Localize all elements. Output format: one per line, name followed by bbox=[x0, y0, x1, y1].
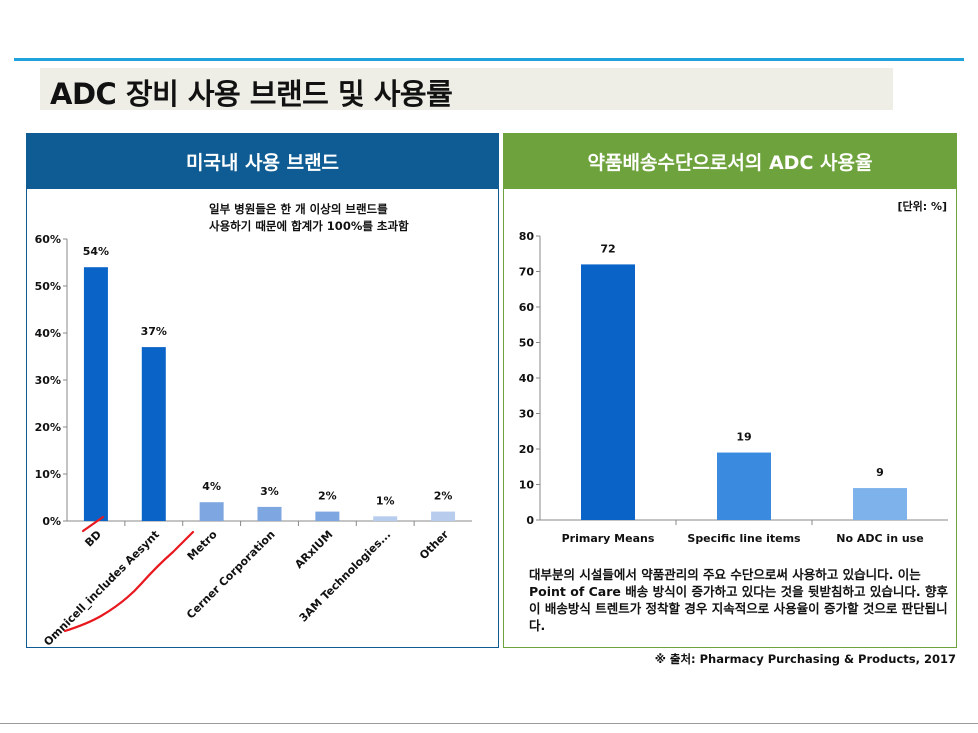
brand-bar-chart: 0% 10% 20% 30% 40% 50% 60% 54% BD 37% Omnicell_inc… bbox=[35, 233, 472, 649]
bar-value-label: 2% bbox=[318, 490, 337, 503]
bar bbox=[315, 511, 340, 521]
x-category-label: Primary Means bbox=[562, 532, 655, 545]
bar bbox=[83, 267, 108, 521]
bar bbox=[717, 452, 771, 520]
y-tick-label: 50 bbox=[519, 337, 535, 350]
y-tick-label: 20% bbox=[35, 421, 61, 434]
x-category-label: Other bbox=[417, 528, 452, 563]
unit-label: [단위: %] bbox=[897, 200, 947, 213]
y-tick-label: 0% bbox=[42, 515, 61, 528]
x-category-label: Metro bbox=[185, 528, 220, 563]
page-title: ADC 장비 사용 브랜드 및 사용률 bbox=[50, 77, 453, 111]
bar-value-label: 9 bbox=[876, 466, 884, 479]
y-tick-label: 70 bbox=[519, 266, 535, 279]
y-tick-label: 10% bbox=[35, 468, 61, 481]
chart-note-line1: 일부 병원들은 한 개 이상의 브랜드를 bbox=[209, 202, 388, 216]
x-category-label: Omnicell_includes Aesynt bbox=[41, 528, 162, 649]
bar bbox=[257, 506, 282, 521]
bar-value-label: 19 bbox=[736, 431, 751, 444]
bar-value-label: 3% bbox=[260, 485, 279, 498]
left-panel-header: 미국내 사용 브랜드 bbox=[27, 134, 498, 189]
x-category-label: Specific line items bbox=[687, 532, 801, 545]
x-category-label: BD bbox=[82, 528, 104, 550]
usage-bar-chart: 0 10 20 30 40 50 60 70 80 72 Primary Means 19 Specif… bbox=[519, 230, 948, 545]
bar-value-label: 2% bbox=[434, 490, 453, 503]
y-tick-label: 0 bbox=[526, 514, 534, 527]
bar-value-label: 72 bbox=[600, 242, 615, 255]
bar bbox=[431, 511, 456, 521]
source-citation: ※ 출처: Pharmacy Purchasing & Products, 20… bbox=[654, 652, 956, 666]
y-tick-label: 60 bbox=[519, 301, 535, 314]
y-tick-label: 20 bbox=[519, 443, 535, 456]
left-panel: 미국내 사용 브랜드 일부 병원들은 한 개 이상의 브랜드를 사용하기 때문에… bbox=[26, 133, 499, 649]
bar bbox=[199, 502, 224, 521]
y-tick-label: 30% bbox=[35, 374, 61, 387]
bar bbox=[141, 347, 166, 521]
top-rule bbox=[14, 58, 964, 61]
title-bar: ADC 장비 사용 브랜드 및 사용률 bbox=[40, 68, 893, 111]
bar bbox=[373, 516, 398, 521]
chart-note-line2: 사용하기 때문에 합계가 100%를 초과함 bbox=[209, 219, 409, 233]
bar-value-label: 4% bbox=[202, 480, 221, 493]
bar-value-label: 54% bbox=[83, 245, 109, 258]
y-tick-label: 50% bbox=[35, 280, 61, 293]
chart-note: 일부 병원들은 한 개 이상의 브랜드를 사용하기 때문에 합계가 100%를 … bbox=[209, 201, 409, 235]
right-panel: 약품배송수단으로서의 ADC 사용율 [단위: %] 0 10 20 30 40 50 60… bbox=[503, 133, 957, 648]
y-tick-label: 80 bbox=[519, 230, 535, 243]
x-category-label: ARxIUM bbox=[292, 528, 335, 571]
bottom-rule bbox=[0, 723, 978, 724]
red-annotation-mark bbox=[81, 515, 105, 533]
y-tick-label: 60% bbox=[35, 233, 61, 246]
bar bbox=[581, 264, 635, 520]
red-annotation-mark bbox=[63, 530, 195, 633]
bar bbox=[853, 488, 907, 520]
description-text: 대부분의 시설들에서 약품관리의 주요 수단으로써 사용하고 있습니다. 이는 … bbox=[529, 567, 948, 633]
y-tick-label: 40 bbox=[519, 372, 535, 385]
right-panel-header: 약품배송수단으로서의 ADC 사용율 bbox=[504, 134, 956, 189]
bar-value-label: 1% bbox=[376, 494, 395, 507]
y-tick-label: 30 bbox=[519, 408, 535, 421]
x-category-label: No ADC in use bbox=[836, 532, 923, 545]
y-tick-label: 10 bbox=[519, 479, 535, 492]
bar-value-label: 37% bbox=[141, 325, 167, 338]
y-tick-label: 40% bbox=[35, 327, 61, 340]
